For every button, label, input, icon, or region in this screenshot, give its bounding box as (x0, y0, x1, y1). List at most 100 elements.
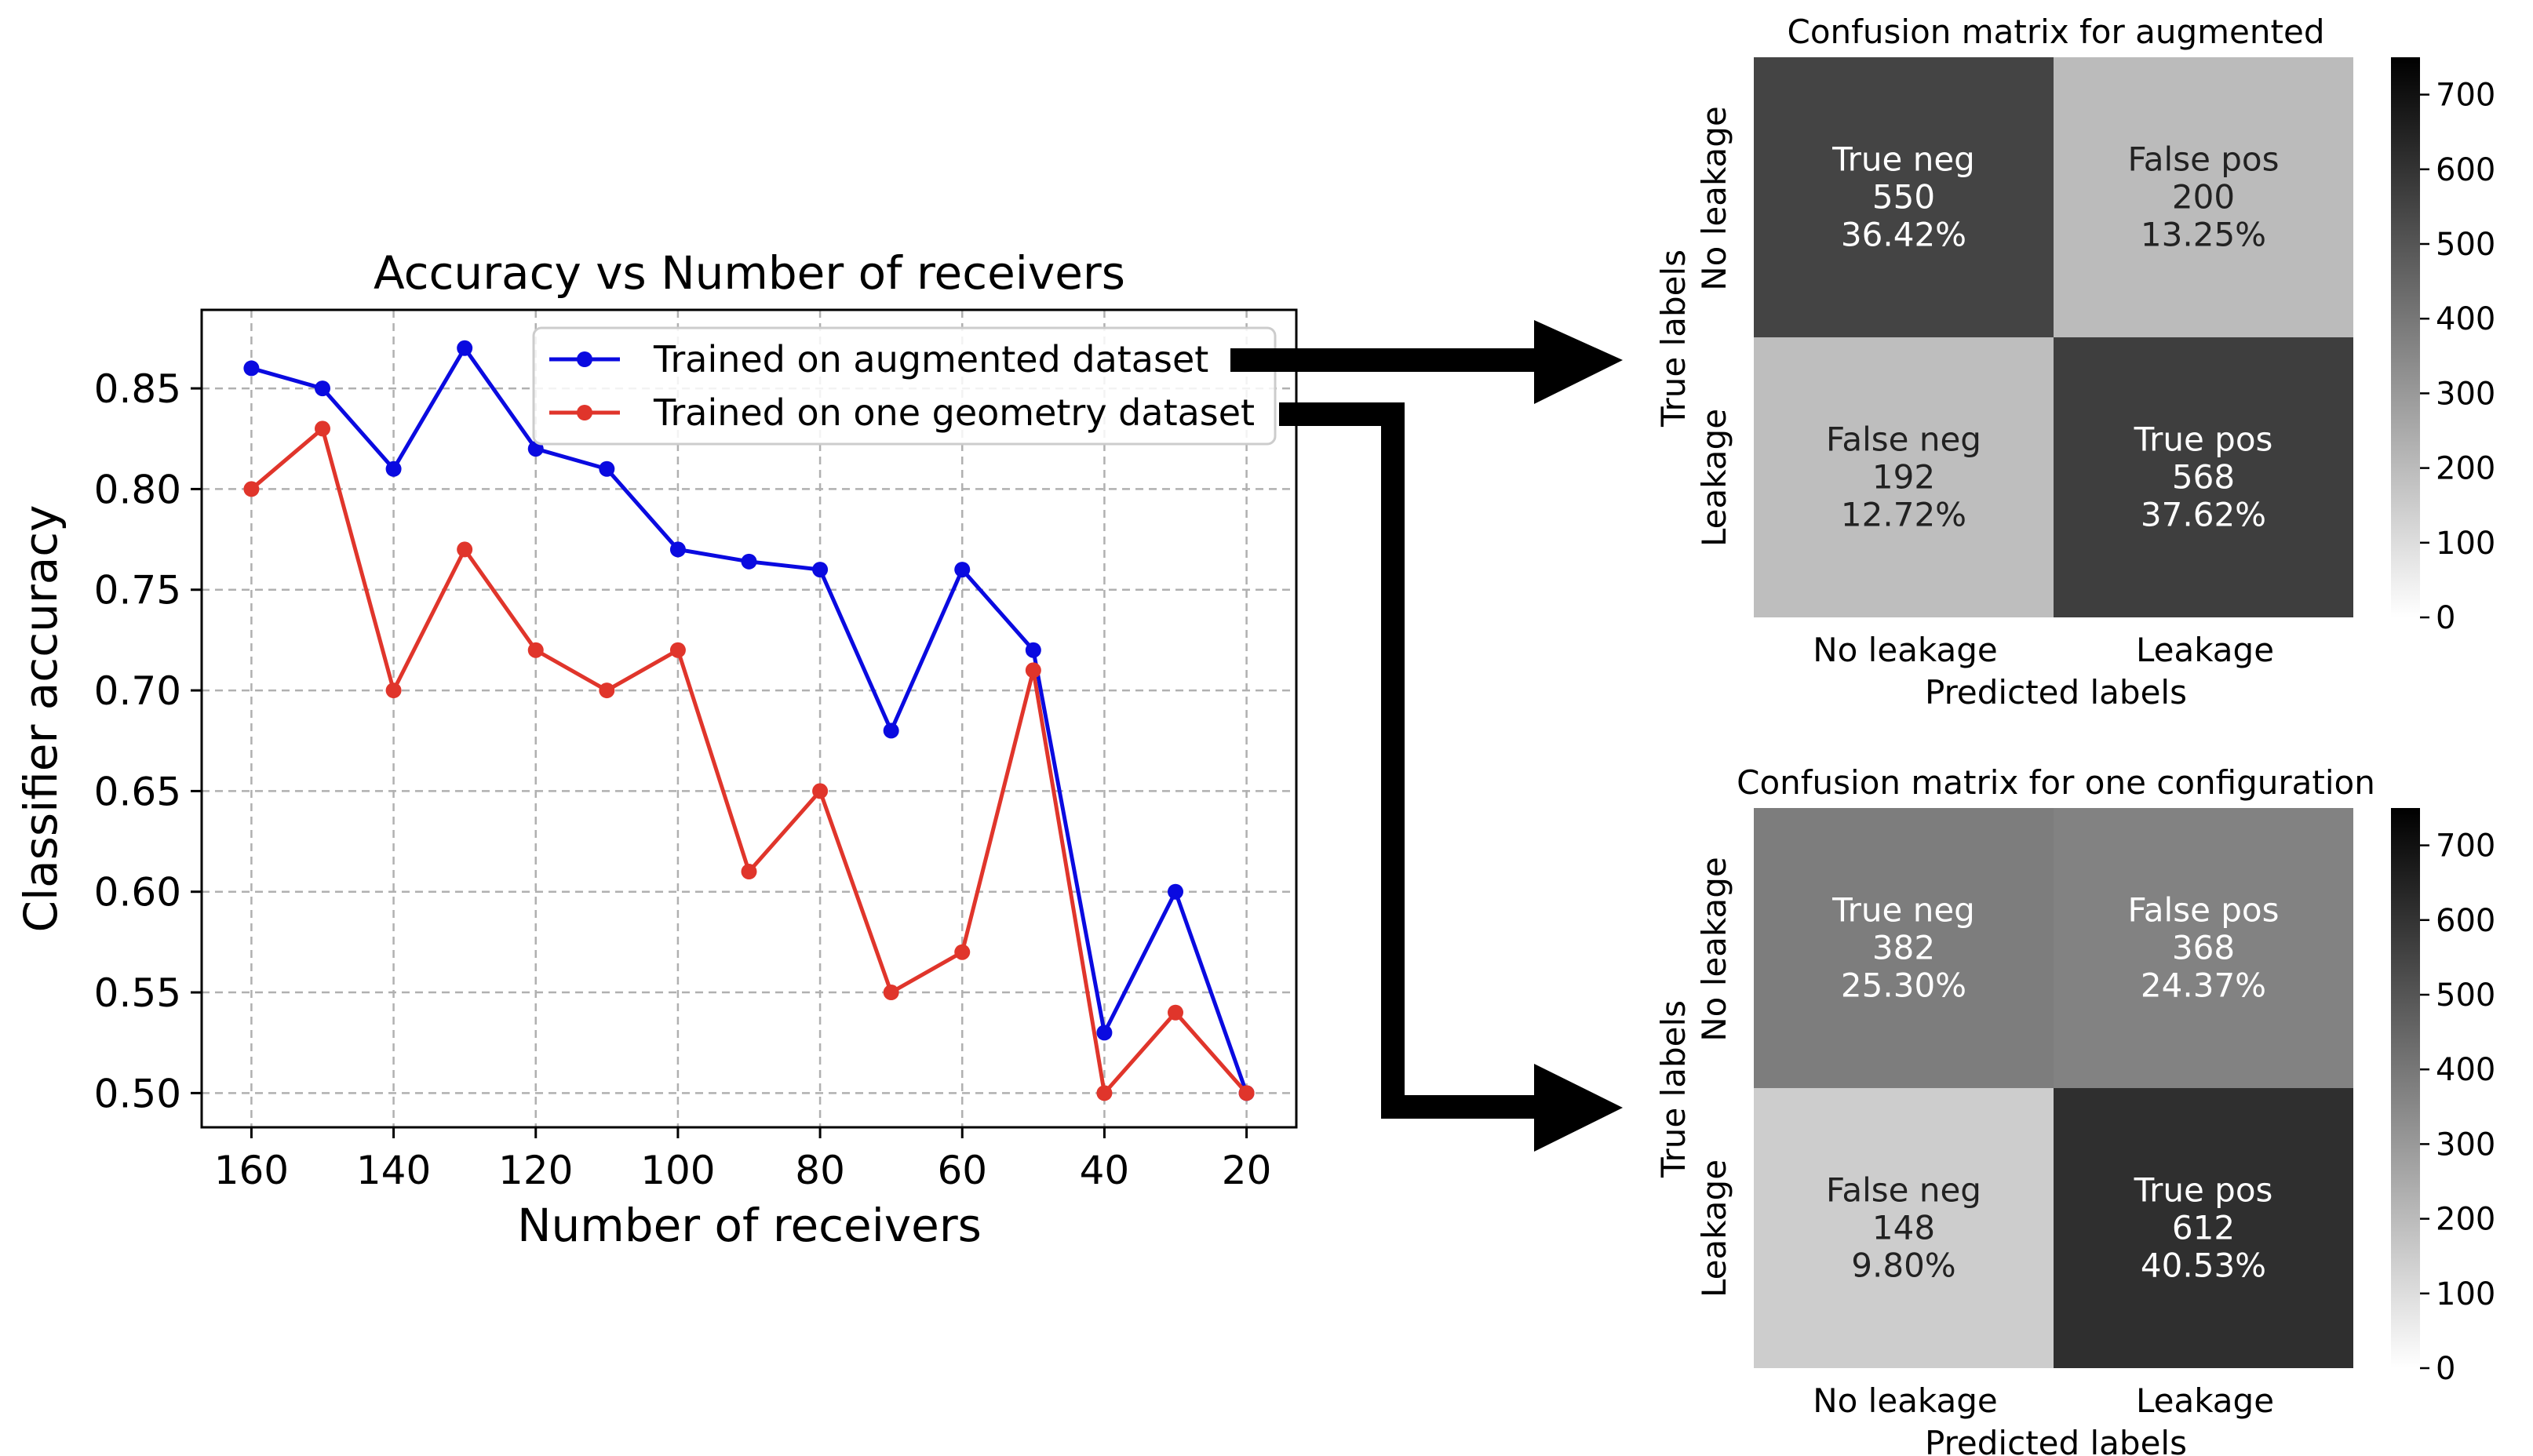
cell-label: 24.37% (2141, 966, 2266, 1005)
row-label-no-leakage: No leakage (1695, 857, 1733, 1042)
colorbar-tick-label: 200 (2436, 451, 2495, 487)
x-tick-label: 140 (356, 1148, 431, 1193)
data-point (812, 562, 829, 578)
cell-label: 40.53% (2141, 1247, 2266, 1285)
data-point (669, 642, 686, 658)
colorbar (2391, 808, 2420, 1368)
y-tick-label: 0.50 (94, 1071, 181, 1116)
cell-label: 382 (1872, 929, 1935, 967)
cell-label: 550 (1872, 178, 1935, 217)
colorbar-tick-label: 500 (2436, 977, 2495, 1014)
y-axis-label: True labels (1654, 1000, 1693, 1178)
data-point (741, 553, 757, 570)
matrix-cell (1754, 337, 2054, 617)
colorbar-ticks: 0 100 200 300 400 500 600 700 (2420, 78, 2495, 636)
x-axis-label: Predicted labels (1925, 1424, 2187, 1456)
data-point (954, 562, 971, 578)
colorbar-tick-label: 400 (2436, 1052, 2495, 1088)
colorbar-tick-label: 300 (2436, 376, 2495, 412)
x-axis-label: Predicted labels (1925, 673, 2187, 712)
colorbar-tick-label: 0 (2436, 600, 2455, 636)
cell-label: 13.25% (2141, 216, 2266, 254)
row-label-leakage: Leakage (1695, 409, 1733, 547)
colorbar-tick-label: 100 (2436, 526, 2495, 562)
colorbar-tick-label: 300 (2436, 1127, 2495, 1163)
data-point (527, 642, 544, 658)
x-axis-label: Number of receivers (517, 1199, 982, 1252)
x-tick-label: 20 (1222, 1148, 1272, 1193)
series-line-0 (250, 344, 1248, 1094)
cell-label: True neg (1831, 140, 1975, 179)
series-points (243, 340, 1255, 1101)
cell-label: 568 (2172, 458, 2235, 497)
connector-arrows (1230, 320, 1623, 1152)
x-tick-label: 120 (498, 1148, 573, 1193)
colorbar-tick-label: 700 (2436, 78, 2495, 114)
cell-label: True pos (2134, 1171, 2273, 1210)
col-label-no-leakage: No leakage (1813, 1381, 1998, 1420)
series-lines (250, 344, 1248, 1097)
y-tick-label: 0.75 (94, 568, 181, 613)
colorbar-tick-label: 200 (2436, 1202, 2495, 1238)
col-label-leakage: Leakage (2136, 631, 2274, 669)
colorbar-tick-label: 600 (2436, 903, 2495, 939)
chart-title: Accuracy vs Number of receivers (374, 246, 1125, 300)
colorbar-tick-label: 500 (2436, 227, 2495, 263)
x-tick-label: 160 (214, 1148, 289, 1193)
plot-frame (200, 308, 1298, 1129)
matrix-title: Confusion matrix for augmented (1788, 13, 2325, 51)
cell-label: 9.80% (1851, 1247, 1955, 1285)
arrow-to-one-configuration-matrix (1279, 402, 1623, 1152)
x-tick-label: 40 (1080, 1148, 1130, 1193)
colorbar-tick-label: 100 (2436, 1276, 2495, 1312)
cell-label: 192 (1872, 458, 1935, 497)
x-tick-label: 80 (795, 1148, 845, 1193)
data-point (243, 360, 260, 377)
matrix-cell (1754, 57, 2054, 337)
cell-label: 36.42% (1841, 216, 1966, 254)
cell-label: 37.62% (2141, 496, 2266, 534)
cell-label: True neg (1831, 891, 1975, 930)
data-point (457, 340, 473, 356)
colorbar-tick-label: 400 (2436, 301, 2495, 337)
confusion-matrix-one-configuration: Confusion matrix for one configuration T… (1654, 763, 2495, 1456)
y-tick-label: 0.65 (94, 769, 181, 814)
cell-label: False pos (2127, 140, 2279, 179)
data-point (741, 864, 757, 880)
data-point (1096, 1025, 1113, 1041)
data-point (1096, 1085, 1113, 1101)
accuracy-line-chart: Accuracy vs Number of receivers 160 140 12… (14, 246, 1298, 1252)
data-point (1168, 1004, 1184, 1021)
cell-label: 148 (1872, 1209, 1935, 1247)
y-tick-label: 0.60 (94, 870, 181, 915)
legend: Trained on augmented dataset Trained on … (532, 326, 1277, 446)
colorbar-ticks: 0 100 200 300 400 500 600 700 (2420, 828, 2495, 1387)
data-point (883, 723, 899, 739)
y-tick-label: 0.70 (94, 668, 181, 714)
y-axis-ticks: 0.50 0.55 0.60 0.65 0.70 0.75 0.80 0.85 (94, 366, 202, 1116)
matrix-title: Confusion matrix for one configuration (1737, 763, 2375, 802)
cell-label: False neg (1826, 420, 1981, 459)
colorbar-tick-label: 0 (2436, 1351, 2455, 1387)
x-tick-label: 60 (937, 1148, 987, 1193)
matrix-cell (1754, 808, 2054, 1088)
cell-label: 368 (2172, 929, 2235, 967)
colorbar-tick-label: 700 (2436, 828, 2495, 864)
row-label-leakage: Leakage (1695, 1159, 1733, 1298)
y-tick-label: 0.55 (94, 970, 181, 1016)
cell-label: 200 (2172, 178, 2235, 217)
data-point (1025, 662, 1041, 679)
y-axis-label: True labels (1654, 249, 1693, 428)
cell-label: 612 (2172, 1209, 2235, 1247)
row-label-no-leakage: No leakage (1695, 106, 1733, 291)
data-point (812, 783, 829, 799)
cell-label: 25.30% (1841, 966, 1966, 1005)
matrix-cell (2054, 808, 2353, 1088)
y-tick-label: 0.85 (94, 366, 181, 412)
data-point (669, 541, 686, 558)
legend-label-augmented: Trained on augmented dataset (653, 338, 1208, 380)
cell-label: 12.72% (1841, 496, 1966, 534)
